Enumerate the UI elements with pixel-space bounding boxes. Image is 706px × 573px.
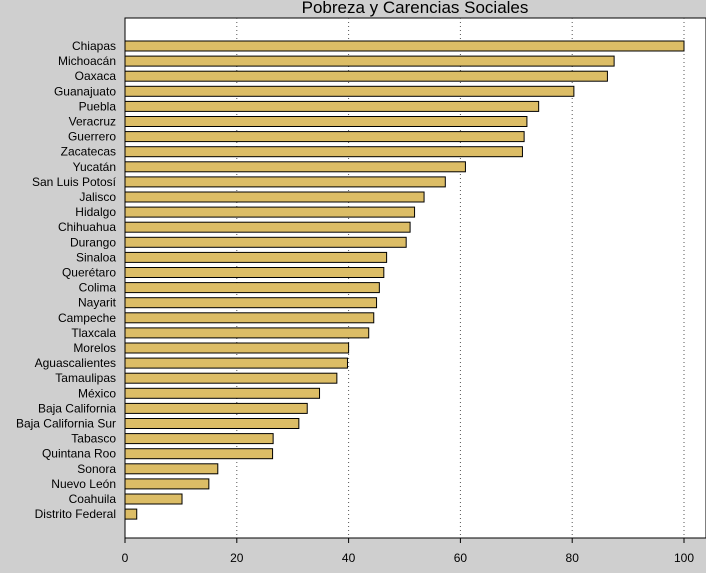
category-label: Baja California — [38, 401, 116, 415]
bar — [124, 342, 350, 354]
bar — [124, 508, 138, 520]
bar — [124, 40, 685, 52]
category-label: Nayarit — [78, 296, 117, 310]
category-label: Aguascalientes — [35, 356, 116, 370]
bar — [124, 161, 466, 173]
category-label: Distrito Federal — [35, 507, 116, 521]
bar — [124, 146, 523, 158]
x-tick-label: 80 — [566, 551, 580, 565]
bar — [124, 251, 388, 263]
bar — [124, 493, 183, 505]
bar — [124, 116, 528, 127]
bar — [124, 402, 308, 414]
category-label: Sinaloa — [76, 250, 116, 264]
category-label: Tamaulipas — [55, 371, 116, 385]
category-label: Guerrero — [68, 130, 116, 144]
category-label: Morelos — [73, 341, 116, 355]
x-tick-label: 100 — [674, 551, 694, 565]
bar — [124, 55, 615, 67]
category-label: Querétaro — [62, 266, 116, 280]
bars — [124, 40, 685, 520]
chart-title: Pobreza y Carencias Sociales — [302, 0, 529, 17]
bar — [124, 448, 274, 460]
bar — [124, 418, 300, 429]
bar — [124, 100, 540, 112]
bar — [124, 478, 210, 490]
category-label: Oaxaca — [75, 69, 117, 83]
x-tick-label: 60 — [454, 551, 468, 565]
bar — [124, 282, 380, 294]
bar — [124, 267, 385, 278]
bar — [124, 297, 378, 309]
category-label: Guanajuato — [54, 84, 116, 98]
category-label: Colima — [79, 281, 117, 295]
bar — [124, 191, 425, 203]
category-label: Durango — [70, 235, 116, 249]
category-label: Veracruz — [69, 115, 116, 129]
category-label: Sonora — [77, 462, 116, 476]
category-label: Puebla — [79, 99, 117, 113]
category-label: Hidalgo — [75, 205, 116, 219]
bar — [124, 357, 348, 369]
category-label: Michoacán — [58, 54, 116, 68]
category-label: Yucatán — [73, 160, 116, 174]
bar — [124, 236, 407, 248]
category-label: Chiapas — [72, 39, 116, 53]
bar — [124, 433, 274, 445]
category-label: Campeche — [58, 311, 116, 325]
x-tick-label: 40 — [342, 551, 356, 565]
bar — [124, 206, 416, 218]
category-label: Nuevo León — [51, 477, 116, 491]
category-label: México — [78, 386, 116, 400]
bar — [124, 327, 370, 339]
bar — [124, 70, 608, 82]
bar — [124, 387, 321, 399]
category-label: Quintana Roo — [42, 447, 116, 461]
bar — [124, 312, 375, 324]
category-label: Jalisco — [79, 190, 116, 204]
category-label: Baja California Sur — [16, 417, 116, 431]
bar — [124, 372, 338, 384]
bar — [124, 176, 446, 188]
x-tick-label: 20 — [230, 551, 244, 565]
bar — [124, 85, 575, 97]
category-label: Coahuila — [69, 492, 117, 506]
category-label: Tabasco — [71, 432, 116, 446]
x-tick-label: 0 — [122, 551, 129, 565]
x-axis-ticks: 0 20 40 60 80 100 — [122, 538, 694, 565]
category-label: Chihuahua — [58, 220, 116, 234]
bar — [124, 221, 411, 233]
category-label: San Luis Potosí — [32, 175, 117, 189]
category-label: Zacatecas — [61, 145, 116, 159]
bar — [124, 463, 219, 475]
category-label: Tlaxcala — [71, 326, 116, 340]
bar — [124, 131, 525, 143]
